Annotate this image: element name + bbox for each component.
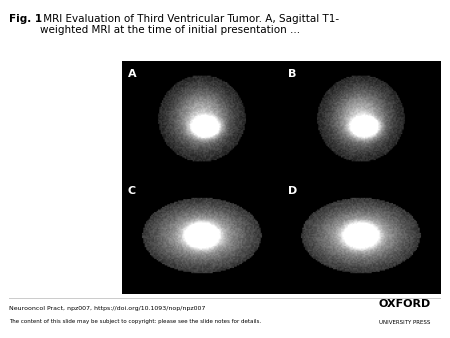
Text: Neurooncol Pract, npz007, https://doi.org/10.1093/nop/npz007: Neurooncol Pract, npz007, https://doi.or… xyxy=(9,306,205,311)
Text: D: D xyxy=(288,186,297,196)
Text: A: A xyxy=(128,69,136,79)
Text: OXFORD: OXFORD xyxy=(379,299,431,309)
Text: Fig. 1: Fig. 1 xyxy=(9,14,42,24)
Text: B: B xyxy=(288,69,296,79)
Text: UNIVERSITY PRESS: UNIVERSITY PRESS xyxy=(379,320,431,325)
Text: MRI Evaluation of Third Ventricular Tumor. A, Sagittal T1-
weighted MRI at the t: MRI Evaluation of Third Ventricular Tumo… xyxy=(40,14,339,35)
Text: The content of this slide may be subject to copyright: please see the slide note: The content of this slide may be subject… xyxy=(9,319,261,324)
Text: C: C xyxy=(128,186,136,196)
